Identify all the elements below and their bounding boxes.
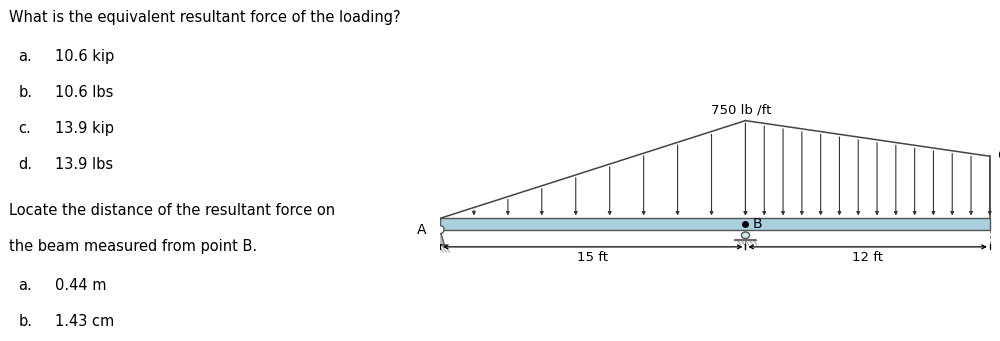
Text: 625 lb  /ft: 625 lb /ft (998, 149, 1000, 162)
Text: d.: d. (18, 157, 32, 172)
Text: 12 ft: 12 ft (852, 251, 883, 264)
Text: 15 ft: 15 ft (577, 251, 608, 264)
Text: What is the equivalent resultant force of the loading?: What is the equivalent resultant force o… (9, 10, 401, 25)
Text: A: A (417, 223, 426, 237)
Text: 750 lb /ft: 750 lb /ft (711, 103, 772, 116)
Circle shape (436, 225, 444, 234)
Text: a.: a. (18, 49, 32, 64)
Text: b.: b. (18, 314, 32, 329)
Text: B: B (753, 217, 762, 231)
Text: 1.43 cm: 1.43 cm (55, 314, 114, 329)
Text: 10.6 kip: 10.6 kip (55, 49, 114, 64)
Text: c.: c. (18, 121, 31, 136)
Text: 10.6 lbs: 10.6 lbs (55, 85, 114, 100)
Text: b.: b. (18, 85, 32, 100)
Text: 13.9 kip: 13.9 kip (55, 121, 114, 136)
Ellipse shape (741, 232, 750, 238)
Text: 0.44 m: 0.44 m (55, 278, 107, 293)
Ellipse shape (733, 239, 758, 243)
Text: the beam measured from point B.: the beam measured from point B. (9, 239, 257, 254)
Polygon shape (426, 229, 444, 245)
Text: 13.9 lbs: 13.9 lbs (55, 157, 113, 172)
Text: a.: a. (18, 278, 32, 293)
Text: Locate the distance of the resultant force on: Locate the distance of the resultant for… (9, 203, 335, 218)
Bar (440, 218, 990, 229)
